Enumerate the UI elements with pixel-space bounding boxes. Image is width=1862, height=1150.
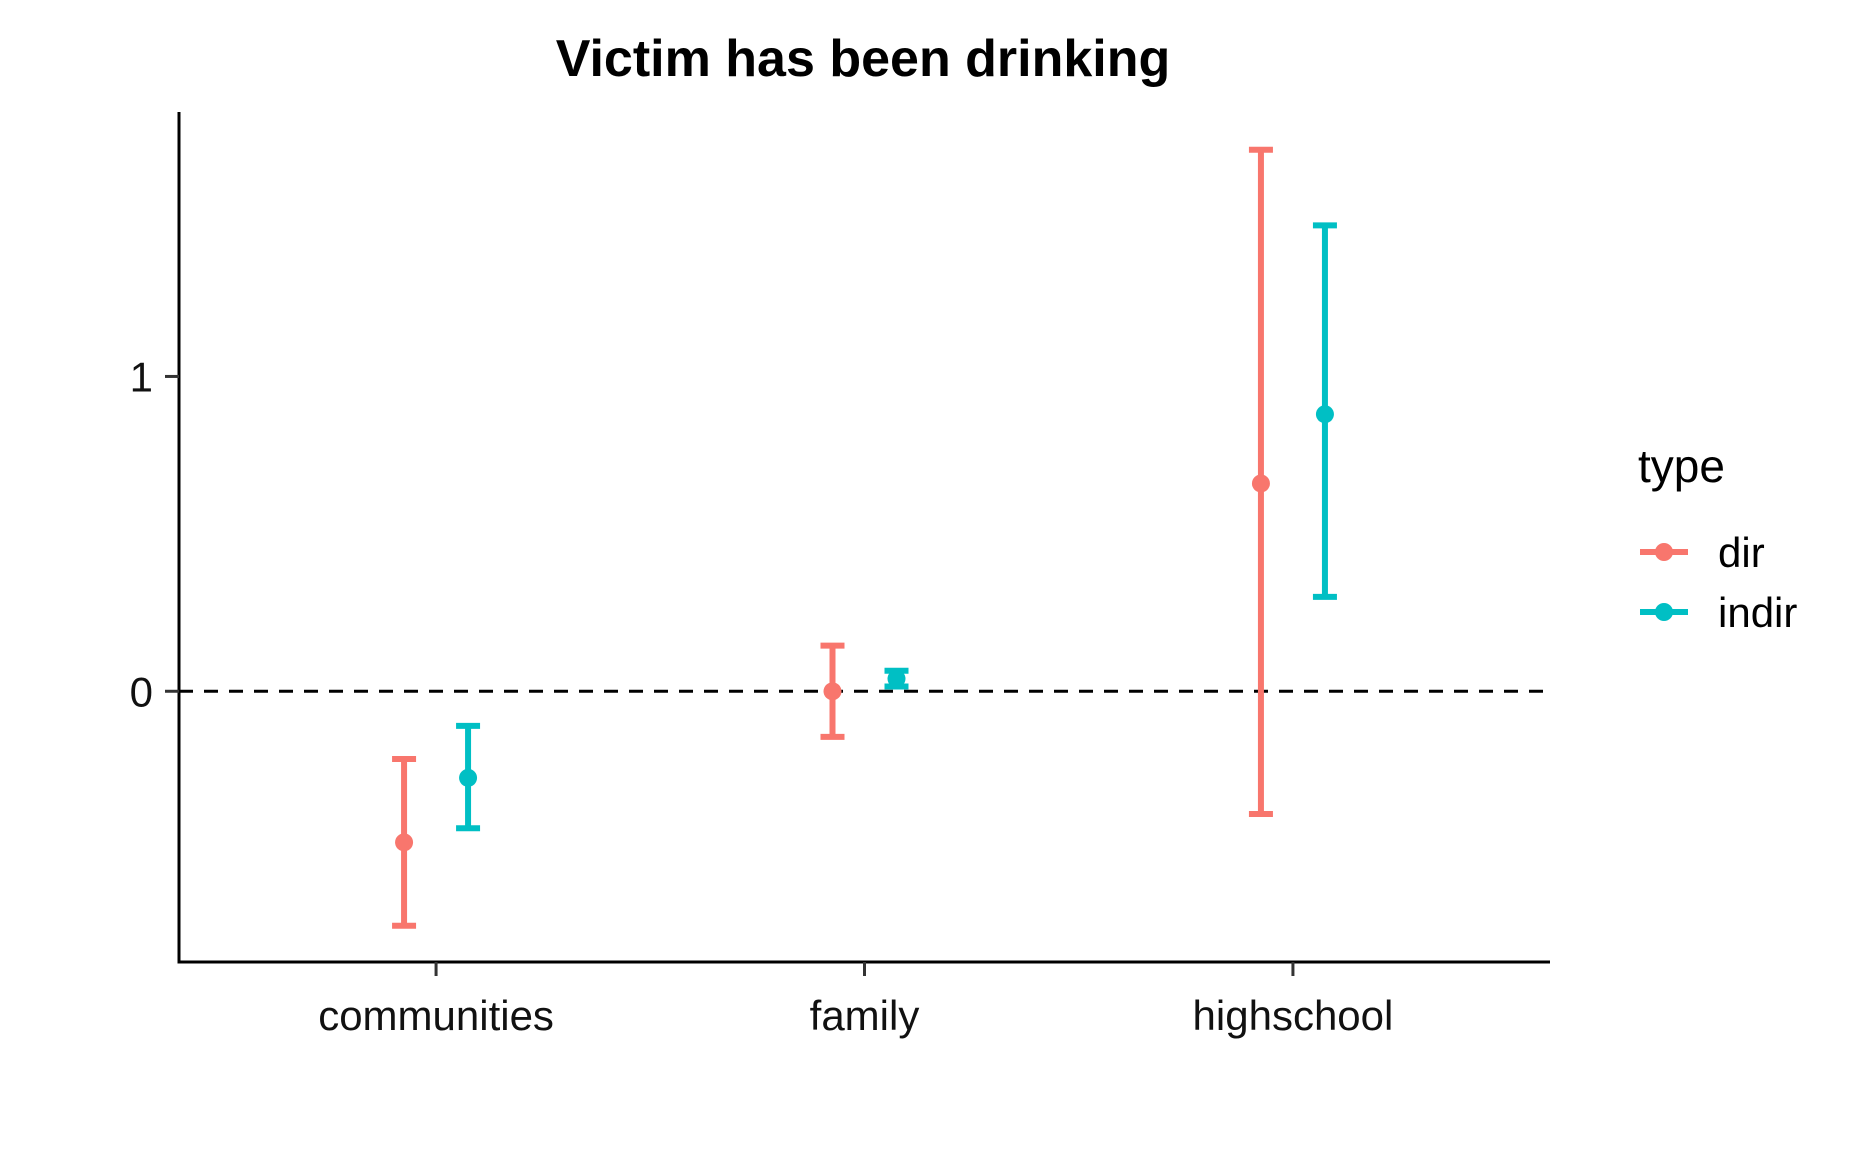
errorbar-indir-communities [456,722,481,832]
plot-area: 0 1 communities family highschool [130,112,1550,1039]
x-tick-label: family [810,992,920,1039]
errorbar-dir-family [820,642,845,740]
errorbar-indir-highschool [1312,222,1337,600]
point-estimate [1315,405,1334,424]
legend-label: indir [1718,589,1797,636]
legend-title: type [1638,440,1725,492]
errorbar-dir-communities [392,755,417,929]
y-tick-label: 1 [130,353,153,400]
point-estimate [887,669,906,688]
point-estimate [395,833,414,852]
point-estimate [1251,474,1270,493]
errorbar-indir-family [884,667,909,690]
y-tick-label: 0 [130,668,153,715]
legend-item-indir: indir [1640,589,1797,636]
x-tick-label: highschool [1193,992,1394,1039]
chart-title: Victim has been drinking [556,30,1171,88]
point-estimate [823,682,842,701]
point-estimate [459,768,478,787]
x-tick-label: communities [318,992,554,1039]
legend-key-point [1655,603,1673,621]
legend: type dir indir [1638,440,1797,636]
errorbar-dir-highschool [1248,146,1273,818]
legend-label: dir [1718,529,1765,576]
legend-item-dir: dir [1640,529,1765,576]
legend-key-point [1655,543,1673,561]
